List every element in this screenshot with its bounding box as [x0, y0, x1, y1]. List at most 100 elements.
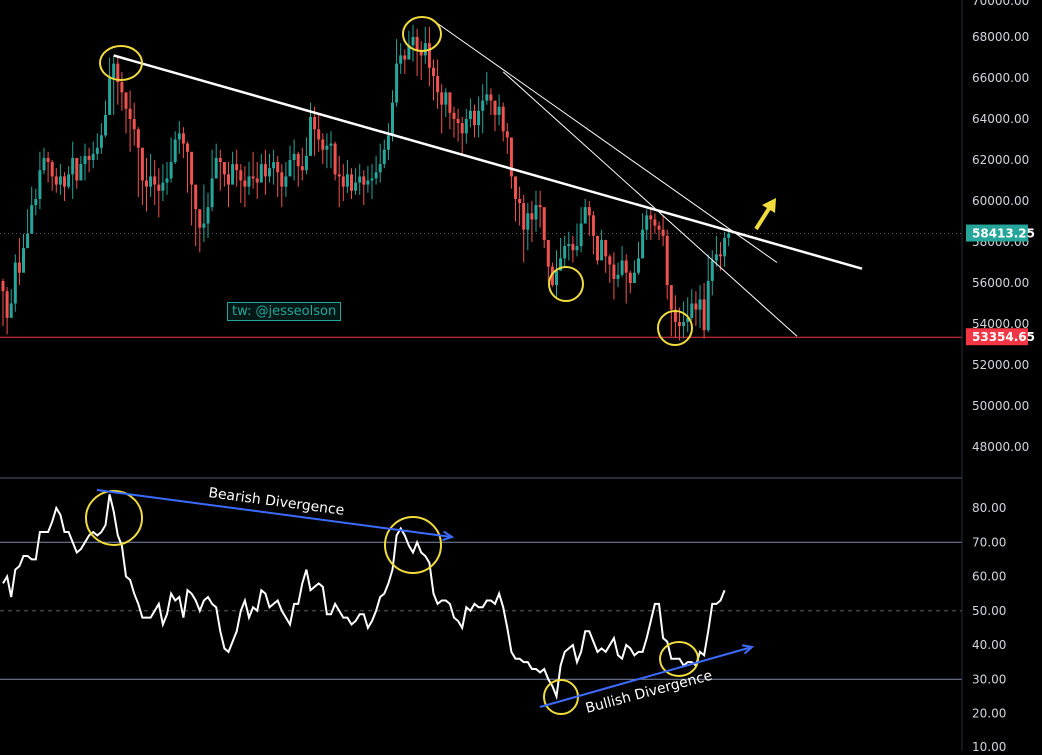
- candle-body: [641, 229, 645, 259]
- candle-body: [550, 266, 554, 286]
- candle-body: [714, 254, 718, 261]
- candle-body: [140, 147, 144, 181]
- candle-body: [702, 299, 706, 331]
- candle-body: [522, 203, 526, 230]
- rsi-axis-tick: 40.00: [972, 638, 1006, 652]
- candle-body: [26, 233, 30, 249]
- price-axis-tick: 60000.00: [972, 194, 1029, 208]
- candle-body: [616, 274, 620, 279]
- candle-body: [698, 299, 702, 310]
- price-axis-tick: 50000.00: [972, 399, 1029, 413]
- price-axis-tick: 54000.00: [972, 317, 1029, 331]
- rsi-axis-tick: 60.00: [972, 570, 1006, 584]
- candle-body: [460, 123, 464, 134]
- candle-body: [153, 176, 157, 185]
- candle-body: [350, 174, 353, 191]
- candle-body: [145, 180, 148, 187]
- candle-body: [624, 260, 628, 273]
- support-tag: [966, 328, 1028, 346]
- rsi-highlight-circle: [384, 516, 442, 574]
- candle-body: [87, 155, 91, 160]
- candle-body: [538, 205, 542, 208]
- candle-body: [468, 110, 472, 119]
- candle-body: [591, 215, 595, 236]
- candle-body: [34, 198, 38, 206]
- candle-body: [280, 172, 284, 187]
- candle-body: [116, 63, 120, 83]
- candle-body: [42, 157, 46, 171]
- highlight-circle: [657, 310, 693, 346]
- candle-body: [124, 92, 128, 109]
- rsi-axis-tick: 80.00: [972, 501, 1006, 515]
- candle-body: [272, 162, 276, 169]
- candle-body: [5, 291, 9, 318]
- candle-body: [403, 55, 407, 60]
- candle-body: [210, 178, 214, 208]
- candle-body: [63, 176, 66, 187]
- candle-body: [546, 239, 550, 267]
- candle-body: [493, 100, 497, 115]
- candle-body: [399, 55, 403, 64]
- candle-body: [661, 229, 665, 236]
- price-axis-tick: 68000.00: [972, 30, 1029, 44]
- candle-body: [227, 174, 230, 185]
- candle-body: [694, 303, 698, 310]
- breakout-arrow: [754, 205, 772, 231]
- candle-body: [202, 223, 206, 228]
- price-pane: [0, 24, 962, 341]
- rsi-highlight-circle: [659, 641, 699, 677]
- candle-body: [358, 176, 362, 183]
- candle-body: [276, 162, 280, 173]
- candle-body: [665, 235, 669, 286]
- candle-body: [444, 92, 448, 105]
- candle-body: [112, 63, 116, 78]
- candle-body: [366, 180, 370, 185]
- candle-body: [255, 178, 259, 183]
- candle-body: [206, 207, 210, 224]
- candle-body: [727, 233, 731, 238]
- candle-body: [382, 149, 386, 165]
- candle-body: [54, 176, 58, 185]
- candle-body: [579, 223, 583, 247]
- last-price-label: 58413.25: [972, 227, 1035, 241]
- candle-body: [370, 178, 374, 181]
- candle-body: [673, 309, 677, 322]
- candle-body: [464, 119, 468, 134]
- candle-body: [194, 184, 198, 210]
- bullish-divergence-arrow-head: [741, 644, 755, 655]
- candle-body: [391, 102, 394, 136]
- price-axis-tick: 52000.00: [972, 358, 1029, 372]
- candle-body: [604, 239, 608, 257]
- candle-body: [407, 45, 411, 60]
- candle-body: [423, 43, 427, 56]
- candle-body: [296, 153, 300, 167]
- candle-body: [38, 170, 42, 199]
- candle-body: [497, 106, 501, 115]
- candle-body: [79, 164, 83, 181]
- candle-body: [13, 262, 17, 304]
- price-axis-tick: 56000.00: [972, 276, 1029, 290]
- candle-body: [719, 254, 722, 257]
- candle-body: [75, 157, 79, 181]
- candle-body: [284, 176, 288, 187]
- candle-body: [46, 157, 50, 163]
- trendline-upper: [433, 20, 778, 263]
- candle-body: [427, 43, 431, 68]
- candle-body: [161, 182, 165, 191]
- candle-body: [313, 116, 317, 130]
- candle-body: [300, 166, 304, 171]
- candle-body: [436, 75, 440, 93]
- candle-body: [1, 280, 5, 292]
- candle-body: [292, 153, 296, 160]
- candle-body: [157, 184, 161, 191]
- candle-body: [231, 164, 235, 185]
- candle-body: [321, 139, 325, 150]
- candle-body: [587, 207, 591, 216]
- rsi-highlight-circle: [85, 490, 143, 546]
- candle-body: [128, 108, 132, 119]
- candle-body: [637, 258, 640, 273]
- candle-body: [214, 157, 218, 179]
